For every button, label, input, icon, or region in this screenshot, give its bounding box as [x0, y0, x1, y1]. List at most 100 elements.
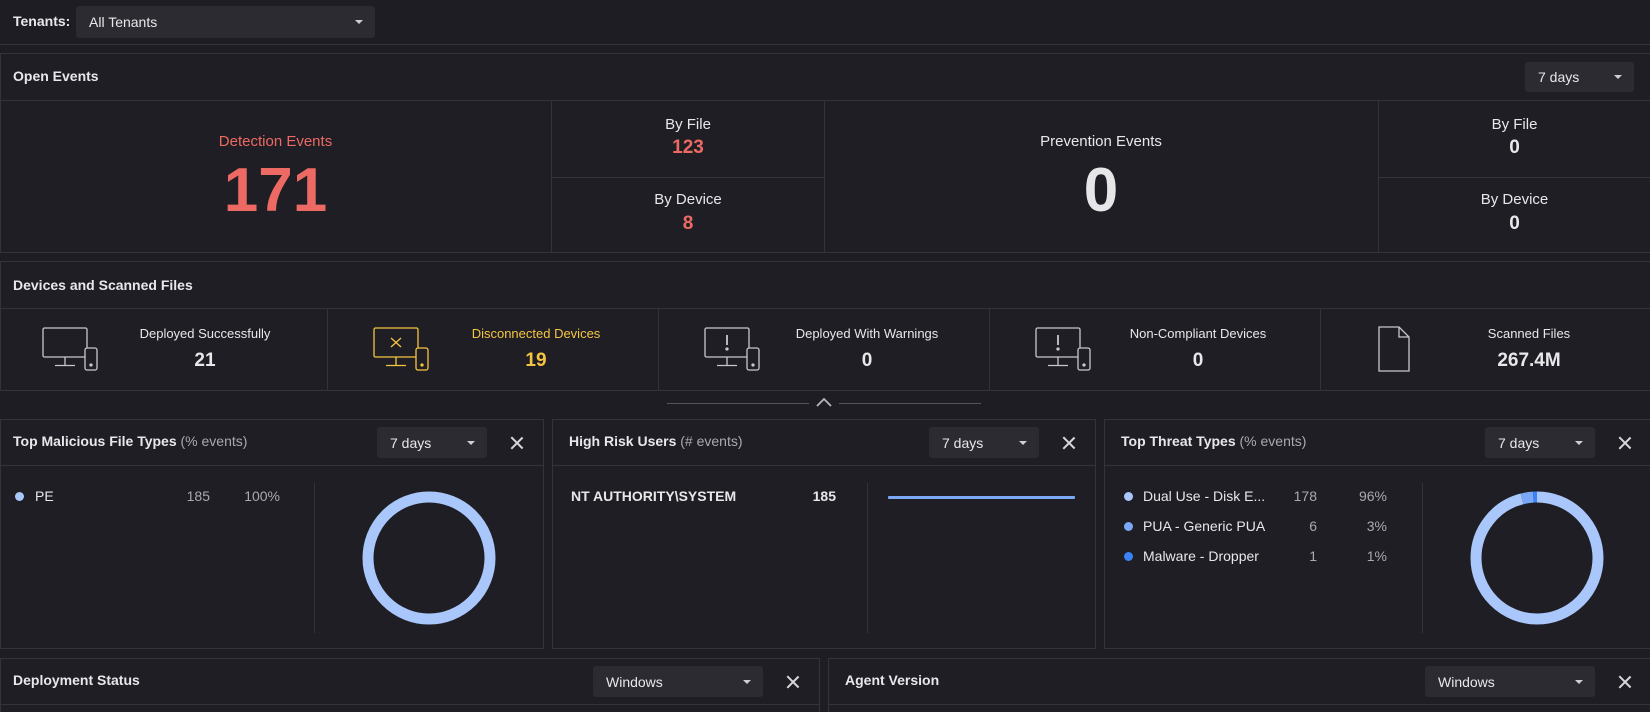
chevron-down-icon: [743, 679, 751, 684]
donut-chart[interactable]: [359, 488, 499, 628]
threat-name: Dual Use - Disk E...: [1143, 488, 1266, 504]
divider: [1378, 101, 1379, 253]
divider: [1, 704, 819, 705]
widget-title: Deployment Status: [13, 672, 140, 688]
prevention-by-file-label: By File: [1491, 116, 1538, 133]
platform-select-value: Windows: [606, 673, 663, 690]
widget-subtitle: (% events): [180, 433, 248, 449]
chevron-down-icon: [1019, 440, 1027, 445]
widget-subtitle: (# events): [680, 433, 743, 449]
device-noncompliant-icon: [1035, 327, 1091, 371]
widget-header: Top Malicious File Types (% events): [13, 433, 247, 449]
detection-events-label: Detection Events: [218, 133, 333, 150]
file-type-name: PE: [35, 488, 54, 504]
widget-title: High Risk Users: [569, 433, 677, 449]
platform-select-value: Windows: [1438, 673, 1495, 690]
widget-header: High Risk Users (# events): [569, 433, 743, 449]
device-icon: [42, 327, 98, 371]
threat-count: 178: [1293, 488, 1317, 504]
deployed-successfully-label: Deployed Successfully: [139, 326, 271, 341]
detection-by-device-label: By Device: [654, 191, 722, 208]
divider: [0, 308, 1650, 309]
non-compliant-devices-label: Non-Compliant Devices: [1129, 326, 1267, 341]
chevron-down-icon: [1614, 75, 1622, 79]
platform-select[interactable]: Windows: [1425, 666, 1595, 697]
deployed-with-warnings-label: Deployed With Warnings: [795, 326, 939, 341]
detection-by-file-value[interactable]: 123: [672, 137, 704, 158]
prevention-by-file-value[interactable]: 0: [1509, 137, 1520, 158]
range-select[interactable]: 7 days: [929, 427, 1039, 458]
divider: [1320, 309, 1321, 391]
detection-events-value[interactable]: 171: [223, 156, 328, 225]
legend-dot: [1124, 492, 1133, 501]
divider: [551, 101, 552, 253]
donut-chart[interactable]: [1467, 488, 1607, 628]
close-icon[interactable]: [1618, 436, 1632, 450]
close-icon[interactable]: [786, 675, 800, 689]
divider: [1422, 483, 1423, 633]
devices-title: Devices and Scanned Files: [13, 277, 193, 293]
non-compliant-devices-value[interactable]: 0: [1192, 350, 1204, 371]
divider: [829, 704, 1650, 705]
divider: [314, 483, 315, 633]
chevron-down-icon: [1575, 679, 1583, 684]
range-select-value: 7 days: [390, 434, 432, 451]
deployed-successfully-value[interactable]: 21: [194, 350, 216, 371]
donut-slice-pe: [362, 491, 496, 625]
platform-select[interactable]: Windows: [593, 666, 763, 697]
widget-header: Top Threat Types (% events): [1121, 433, 1306, 449]
user-name[interactable]: NT AUTHORITY\SYSTEM: [571, 488, 737, 504]
threat-name: Malware - Dropper: [1143, 548, 1259, 564]
divider: [658, 309, 659, 391]
divider: [867, 483, 868, 633]
widget-title: Top Threat Types: [1121, 433, 1236, 449]
divider: [1379, 177, 1650, 178]
open-events-range-select[interactable]: 7 days: [1525, 62, 1634, 92]
divider: [327, 309, 328, 391]
tenants-select-value: All Tenants: [89, 14, 158, 30]
range-select[interactable]: 7 days: [377, 427, 487, 458]
range-select[interactable]: 7 days: [1485, 427, 1595, 458]
threat-count: 1: [1309, 548, 1317, 564]
threat-percent: 96%: [1358, 488, 1387, 504]
divider: [1, 465, 543, 466]
collapse-line-left: [667, 403, 809, 404]
divider: [989, 309, 990, 391]
close-icon[interactable]: [510, 436, 524, 450]
threat-percent: 3%: [1366, 518, 1387, 534]
file-type-percent: 100%: [244, 488, 280, 504]
donut-slice-dual-use: [1470, 491, 1604, 625]
widget-subtitle: (% events): [1239, 433, 1307, 449]
file-type-count: 185: [186, 488, 210, 504]
scanned-files-value[interactable]: 267.4M: [1497, 350, 1561, 371]
user-count: 185: [812, 488, 836, 504]
prevention-events-value[interactable]: 0: [1083, 156, 1119, 225]
open-events-range-value: 7 days: [1538, 69, 1580, 85]
user-bar[interactable]: [888, 496, 1075, 499]
close-icon[interactable]: [1618, 675, 1632, 689]
widget-title: Agent Version: [845, 672, 940, 688]
legend-dot: [1124, 522, 1133, 531]
devices-panel: [0, 261, 1650, 391]
range-select-value: 7 days: [1498, 434, 1540, 451]
prevention-events-label: Prevention Events: [1040, 133, 1162, 150]
legend-dot: [15, 492, 24, 501]
chevron-up-icon[interactable]: [815, 396, 833, 408]
tenants-select[interactable]: All Tenants: [76, 6, 375, 38]
widget-title: Top Malicious File Types: [13, 433, 177, 449]
threat-count: 6: [1309, 518, 1317, 534]
deployed-with-warnings-value[interactable]: 0: [861, 350, 873, 371]
divider: [553, 465, 1095, 466]
range-select-value: 7 days: [942, 434, 984, 451]
device-disconnected-icon: [373, 327, 429, 371]
close-icon[interactable]: [1062, 436, 1076, 450]
prevention-by-device-value[interactable]: 0: [1509, 213, 1520, 234]
divider: [824, 101, 825, 253]
detection-by-device-value[interactable]: 8: [682, 213, 694, 234]
prevention-by-device-label: By Device: [1480, 191, 1549, 208]
divider: [1105, 465, 1650, 466]
disconnected-devices-label: Disconnected Devices: [471, 326, 601, 341]
disconnected-devices-value[interactable]: 19: [525, 350, 547, 371]
chevron-down-icon: [467, 440, 475, 445]
scanned-files-label: Scanned Files: [1487, 326, 1571, 341]
